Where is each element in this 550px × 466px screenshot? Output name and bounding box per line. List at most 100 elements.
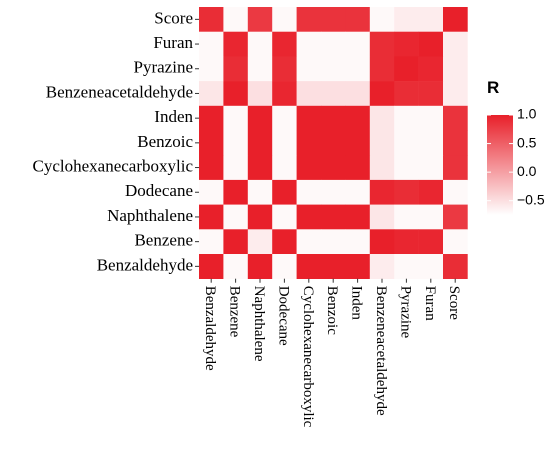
heatmap-cell (345, 229, 371, 255)
x-tick-label: Benzeneacetaldehyde (373, 286, 389, 416)
y-tick-label: Furan (153, 33, 193, 52)
heatmap-cell (223, 130, 249, 156)
legend-title: R (487, 78, 499, 97)
y-tick-label: Benzeneacetaldehyde (46, 82, 193, 101)
heatmap-cell (247, 155, 273, 181)
heatmap-cell (443, 31, 468, 57)
heatmap-cell (418, 155, 444, 181)
heatmap-cell (369, 56, 395, 82)
color-legend: R 1.0 0.5 0.0 −0.5 (487, 78, 545, 215)
heatmap-cell (199, 254, 224, 279)
heatmap-cell (247, 204, 273, 230)
heatmap-cell (296, 7, 322, 32)
heatmap-cell (272, 130, 297, 156)
heatmap-cell (345, 31, 371, 57)
heatmap-cell (296, 155, 322, 181)
heatmap-cell (443, 204, 468, 230)
heatmap-cell (369, 254, 395, 279)
heatmap-cell (345, 105, 371, 131)
heatmap-cell (443, 254, 468, 279)
heatmap-cell (418, 105, 444, 131)
heatmap-cell (272, 81, 297, 107)
heatmap-cell (394, 130, 419, 156)
legend-tick-label: 0.0 (517, 163, 537, 179)
heatmap-cell (418, 130, 444, 156)
heatmap-cell (247, 229, 273, 255)
legend-tick-label: 1.0 (517, 106, 537, 122)
heatmap-cell (223, 81, 249, 107)
heatmap-cell (321, 81, 346, 107)
heatmap-cell (418, 254, 444, 279)
heatmap-cell (345, 130, 371, 156)
heatmap-cell (345, 81, 371, 107)
heatmap-cell (418, 81, 444, 107)
x-tick-label: Dodecane (275, 286, 291, 346)
heatmap-cell (199, 105, 224, 131)
heatmap-cell (394, 105, 419, 131)
heatmap-cell (418, 7, 444, 32)
x-tick-label: Cyclohexanecarboxylic (300, 286, 316, 428)
heatmap-cell (272, 179, 297, 205)
heatmap-cell (223, 229, 249, 255)
heatmap-cell (345, 254, 371, 279)
heatmap-cell (296, 179, 322, 205)
heatmap-cell (394, 179, 419, 205)
heatmap-cell (199, 204, 224, 230)
y-tick-label: Naphthalene (107, 206, 193, 225)
heatmap-cell (296, 31, 322, 57)
x-tick-label: Benzoic (324, 286, 340, 335)
heatmap-cell (418, 31, 444, 57)
heatmap-cell (272, 105, 297, 131)
heatmap-cell (199, 130, 224, 156)
heatmap-cells (199, 7, 468, 279)
heatmap-cell (296, 229, 322, 255)
heatmap-cell (394, 254, 419, 279)
heatmap-cell (247, 31, 273, 57)
heatmap-cell (345, 179, 371, 205)
heatmap-cell (443, 56, 468, 82)
heatmap-cell (369, 105, 395, 131)
heatmap-cell (272, 31, 297, 57)
heatmap-cell (199, 56, 224, 82)
heatmap-cell (272, 155, 297, 181)
heatmap-cell (296, 56, 322, 82)
heatmap-cell (247, 56, 273, 82)
x-tick-label: Furan (422, 286, 438, 321)
heatmap-cell (443, 105, 468, 131)
heatmap-cell (443, 229, 468, 255)
heatmap-cell (247, 179, 273, 205)
heatmap-cell (223, 155, 249, 181)
heatmap-cell (272, 204, 297, 230)
heatmap-cell (394, 155, 419, 181)
heatmap-cell (199, 155, 224, 181)
heatmap-cell (199, 179, 224, 205)
heatmap-cell (369, 229, 395, 255)
heatmap-cell (296, 105, 322, 131)
heatmap-cell (394, 204, 419, 230)
heatmap-cell (296, 130, 322, 156)
x-tick-label: Inden (349, 286, 365, 321)
heatmap-cell (369, 204, 395, 230)
heatmap-cell (369, 81, 395, 107)
x-tick-label: Benzaldehyde (202, 286, 218, 371)
heatmap-cell (321, 229, 346, 255)
x-tick-label: Score (446, 286, 462, 320)
heatmap-cell (247, 7, 273, 32)
y-tick-label: Benzaldehyde (97, 255, 193, 274)
heatmap-cell (443, 7, 468, 32)
heatmap-cell (321, 179, 346, 205)
legend-colorbar (487, 115, 513, 215)
heatmap-cell (394, 81, 419, 107)
heatmap-cell (418, 56, 444, 82)
y-tick-label: Pyrazine (134, 58, 193, 77)
heatmap-cell (199, 229, 224, 255)
heatmap-cell (199, 31, 224, 57)
x-tick-label: Pyrazine (397, 286, 413, 339)
x-tick-label: Naphthalene (251, 286, 267, 362)
heatmap-cell (394, 31, 419, 57)
heatmap-cell (443, 81, 468, 107)
x-tick-label: Benzene (227, 286, 243, 338)
y-tick-label: Cyclohexanecarboxylic (33, 156, 194, 175)
x-axis-tick-labels: Benzaldehyde Benzene Naphthalene Dodecane Cy… (202, 278, 462, 428)
heatmap-cell (345, 56, 371, 82)
